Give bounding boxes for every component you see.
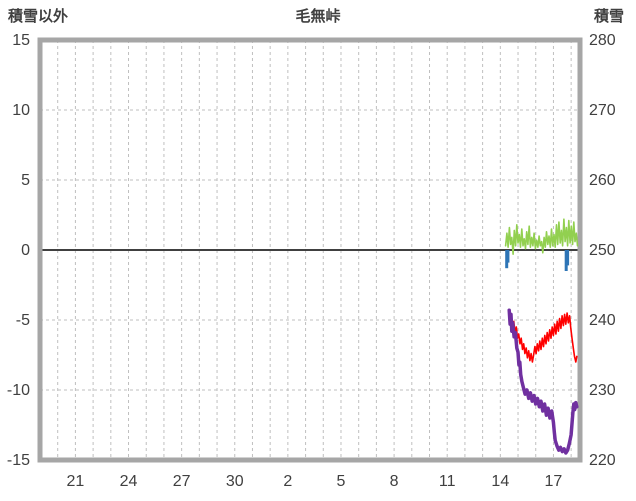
y-left-tick-label: 15 [12,32,30,49]
chart-title: 毛無峠 [295,8,341,25]
plot-frame [37,37,583,463]
y-right-tick-label: 250 [589,242,616,259]
right-axis-title: 積雪 [593,8,624,25]
x-tick-label: 2 [283,473,292,490]
x-tick-label: 27 [173,473,191,490]
x-tick-label: 24 [120,473,138,490]
y-right-tick-label: 260 [589,172,616,189]
y-left-tick-label: -15 [7,452,30,469]
y-right-tick-label: 280 [589,32,616,49]
x-tick-label: 8 [390,473,399,490]
y-left-tick-label: 5 [21,172,30,189]
series-snow-depth-purple [507,308,579,455]
series-red-jagged [509,312,578,363]
x-tick-label: 30 [226,473,244,490]
y-left-tick-label: 0 [21,242,30,259]
x-tick-label: 17 [545,473,563,490]
series-green-spiky [504,218,579,255]
x-tick-label: 21 [67,473,85,490]
y-right-tick-label: 270 [589,102,616,119]
y-right-tick-label: 220 [589,452,616,469]
x-tick-label: 5 [337,473,346,490]
left-axis-title: 積雪以外 [8,8,69,25]
x-tick-label: 11 [439,473,456,490]
y-left-tick-label: -5 [16,312,30,329]
y-right-tick-label: 230 [589,382,616,399]
y-left-tick-label: 10 [12,102,30,119]
y-right-tick-label: 240 [589,312,616,329]
y-left-tick-label: -10 [7,382,30,399]
x-tick-label: 14 [491,473,509,490]
